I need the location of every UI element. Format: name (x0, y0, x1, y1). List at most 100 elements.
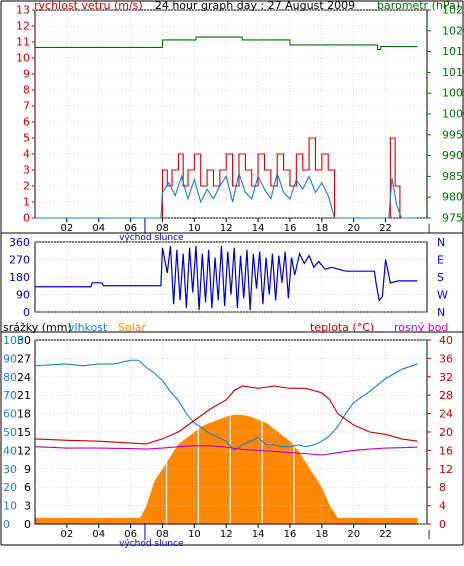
panel1-x-tick-label: 10 (188, 223, 201, 234)
panel1-left-tick-label: 13 (16, 4, 30, 17)
panel3-x-tick-label: 20 (347, 529, 360, 540)
wind-gust-series (35, 171, 418, 219)
panel1-x-tick-label: 16 (284, 223, 297, 234)
panel1-right-tick-label: 1015 (442, 45, 464, 58)
panel1-x-tick-label: 20 (347, 223, 360, 234)
panel3-rain-tick-label: 3 (24, 500, 31, 513)
panel1-right-tick-label: 985 (442, 170, 463, 183)
panel3-temp-tick-label: 28 (439, 389, 453, 402)
panel1-right-tick-label: 990 (442, 149, 463, 162)
panel1-left-tick-label: 10 (16, 52, 30, 65)
panel2-compass-label: N (437, 236, 445, 249)
panel3-humidity-tick-label: 40 (3, 444, 17, 457)
panel3-rain-tick-label: 27 (17, 352, 31, 365)
panel2-compass-label: E (437, 254, 444, 267)
panel3-x-tick-label: 02 (61, 529, 74, 540)
panel1-right-tick-label: 1010 (442, 66, 464, 79)
panel1-left-tick-label: 12 (16, 20, 30, 33)
panel1-left-tick-label: 9 (23, 68, 30, 81)
panel1-x-tick-label: 04 (92, 223, 105, 234)
panel3-x-tick-label: 10 (188, 529, 201, 540)
panel3-x-tick-label: 14 (252, 529, 265, 540)
panel2-left-tick-label: 180 (9, 271, 30, 284)
humidity-series (34, 359, 418, 452)
panel1-sunrise-label: východ slunce (119, 233, 184, 243)
panel3-temp-tick-label: 12 (439, 463, 453, 476)
wind-direction-series (35, 245, 418, 311)
panel3-humidity-tick-label: 60 (3, 408, 17, 421)
panel3-temp-tick-label: 20 (439, 426, 453, 439)
panel1-right-tick-label: 995 (442, 128, 463, 141)
panel1-x-tick-label: 12 (220, 223, 233, 234)
panel1-left-tick-label: 6 (23, 116, 30, 129)
dewpoint-series (34, 445, 418, 456)
panel3-humidity-tick-label: 100 (3, 334, 24, 347)
panel3-rain-tick-label: 24 (17, 371, 31, 384)
panel1-right-tick-label: 1025 (442, 4, 464, 17)
barometer-series (35, 36, 418, 51)
label-rosny-bod: rosný bod (394, 321, 448, 334)
panel3-temp-tick-label: 8 (439, 481, 446, 494)
panel3-x-tick-label: 22 (379, 529, 392, 540)
label-teplota: teplota (°C) (310, 321, 374, 334)
panel3-humidity-tick-label: 0 (3, 518, 10, 531)
panel1-left-tick-label: 4 (23, 148, 30, 161)
panel2-left-tick-label: 360 (9, 236, 30, 249)
panel3-end-tick: | (427, 529, 430, 540)
panel3-temp-tick-label: 36 (439, 352, 453, 365)
panel1-right-tick-label: 1005 (442, 87, 464, 100)
panel3-rain-tick-label: 30 (17, 334, 31, 347)
panel1-left-tick-label: 11 (16, 36, 30, 49)
panel1-left-tick-label: 8 (23, 84, 30, 97)
panel1-left-tick-label: 3 (23, 164, 30, 177)
panel3-x-tick-label: 08 (156, 529, 169, 540)
panel3-temp-tick-label: 16 (439, 444, 453, 457)
temperature-series (34, 385, 418, 445)
panel3-humidity-tick-label: 50 (3, 426, 17, 439)
panel2-compass-label: S (437, 271, 444, 284)
panel3-humidity-tick-label: 80 (3, 371, 17, 384)
panel3-humidity-tick-label: 30 (3, 463, 17, 476)
panel1-right-tick-label: 975 (442, 212, 463, 225)
panel1-right-tick-label: 980 (442, 191, 463, 204)
panel3-rain-tick-label: 0 (24, 518, 31, 531)
panel1-title: 24 hour graph day : 27 August 2009 (155, 0, 355, 12)
panel3-temp-tick-label: 0 (439, 518, 446, 531)
panel1-left-tick-label: 7 (23, 100, 30, 113)
panel1-frame (34, 9, 428, 219)
panel3-rain-tick-label: 15 (17, 426, 31, 439)
panel2-left-tick-label: 90 (16, 289, 30, 302)
panel1-left-tick-label: 0 (23, 212, 30, 225)
panel3-sunrise-label: východ slunce (119, 539, 184, 549)
panel3-x-tick-label: 12 (220, 529, 233, 540)
panel1-x-tick-label: 18 (315, 223, 328, 234)
panel3-rain-tick-label: 21 (17, 389, 31, 402)
label-srazky: srážky (mm) (3, 321, 72, 334)
panel3-humidity-tick-label: 70 (3, 389, 17, 402)
panel3-rain-tick-label: 12 (17, 444, 31, 457)
panel3-x-tick-label: 04 (92, 529, 105, 540)
panel3-rain-tick-label: 9 (24, 463, 31, 476)
panel1-x-tick-label: 14 (252, 223, 265, 234)
panel3-humidity-tick-label: 90 (3, 352, 17, 365)
panel3-temp-tick-label: 4 (439, 500, 446, 513)
panel1-x-tick-label: 08 (156, 223, 169, 234)
panel3-humidity-tick-label: 20 (3, 481, 17, 494)
panel3-humidity-tick-label: 10 (3, 500, 17, 513)
panel2-left-tick-label: 270 (9, 254, 30, 267)
panel3-temp-tick-label: 32 (439, 371, 453, 384)
panel1-left-tick-label: 2 (23, 180, 30, 193)
panel1-x-tick-label: 02 (61, 223, 74, 234)
panel3-temp-tick-label: 24 (439, 408, 453, 421)
panel2-left-tick-label: 0 (23, 306, 30, 319)
panel1-right-axis-label: barometr (hPa) (377, 0, 460, 12)
panel1-left-tick-label: 5 (23, 132, 30, 145)
panel1-end-tick: | (427, 223, 430, 234)
panel3-x-tick-label: 06 (124, 529, 137, 540)
panel1-left-tick-label: 1 (23, 196, 30, 209)
panel3-x-tick-label: 18 (315, 529, 328, 540)
